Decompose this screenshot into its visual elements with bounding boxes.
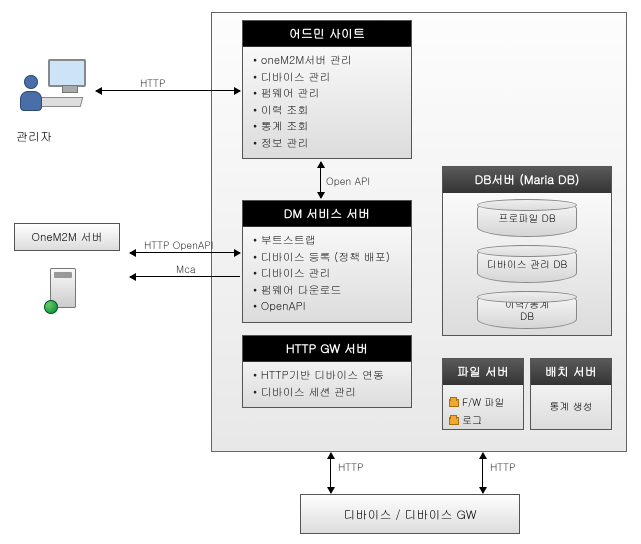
folder-icon [449,399,459,407]
edge-label-openapi: Open API [326,174,370,188]
device-box-label: 디바이스 / 디바이스 GW [344,506,477,523]
folder-icon [449,417,459,425]
batch-server-header: 배치 서버 [531,359,611,385]
edge-http-bottom-1 [330,453,331,493]
list-item: 부트스트랩 [253,233,401,250]
batch-server-box: 배치 서버 통계 생성 [530,358,612,430]
edge-mca [130,276,240,277]
edge-label-mca: Mca [176,262,195,276]
edge-http-bottom-2 [482,453,483,493]
db-cylinder-device: 디바이스 관리 DB [477,245,577,283]
db-label: 이력/통계 DB [505,298,549,322]
list-item: HTTP기반 디바이스 연동 [253,368,401,385]
file-item-label: 로그 [462,413,482,427]
globe-icon [44,300,58,314]
edge-http-openapi [130,252,240,253]
onem2m-server-box: OneM2M 서버 [14,223,120,251]
edge-openapi [320,162,321,198]
edge-admin-http [96,90,240,91]
file-item: 로그 [449,411,517,429]
db-label: 디바이스 관리 DB [487,258,568,270]
http-gw-box: HTTP GW 서버 HTTP기반 디바이스 연동 디바이스 세션 관리 [242,335,412,408]
db-cylinder-history: 이력/통계 DB [477,291,577,329]
list-item: 펌웨어 다운로드 [253,283,401,300]
file-item: F/W 파일 [449,393,517,411]
edge-label-http2: HTTP [490,460,515,474]
dm-server-list: 부트스트랩 디바이스 등록 (정책 배포) 디바이스 관리 펌웨어 다운로드 O… [243,227,411,322]
admin-icon [20,55,92,125]
edge-label-http-openapi: HTTP OpenAPI [144,238,213,252]
http-gw-header: HTTP GW 서버 [243,336,411,362]
monitor-icon [48,59,86,87]
list-item: 이력 조회 [253,103,401,120]
batch-item-label: 통계 생성 [531,385,611,427]
file-server-header: 파일 서버 [443,359,523,385]
admin-site-header: 어드민 사이트 [243,21,411,47]
list-item: oneM2M서버 관리 [253,53,401,70]
admin-label: 관리자 [16,128,52,145]
list-item: 디바이스 관리 [253,266,401,283]
dm-server-box: DM 서비스 서버 부트스트랩 디바이스 등록 (정책 배포) 디바이스 관리 … [242,200,412,323]
db-label: 프로파일 DB [498,212,555,224]
edge-label-http1: HTTP [338,460,363,474]
list-item: 통계 조회 [253,119,401,136]
device-box: 디바이스 / 디바이스 GW [300,494,520,534]
server-icon [50,268,82,308]
db-cylinder-profile: 프로파일 DB [477,199,577,237]
http-gw-list: HTTP기반 디바이스 연동 디바이스 세션 관리 [243,362,411,407]
edge-label-http: HTTP [140,76,165,90]
file-server-list: F/W 파일 로그 [443,385,523,437]
file-item-label: F/W 파일 [462,395,504,409]
list-item: 디바이스 관리 [253,70,401,87]
onem2m-label: OneM2M 서버 [32,230,103,245]
dm-server-header: DM 서비스 서버 [243,201,411,227]
list-item: 디바이스 등록 (정책 배포) [253,250,401,267]
admin-site-list: oneM2M서버 관리 디바이스 관리 펌웨어 관리 이력 조회 통계 조회 정… [243,47,411,158]
list-item: 정보 관리 [253,136,401,153]
list-item: 디바이스 세션 관리 [253,385,401,402]
db-server-header: DB서버 (Maria DB) [443,167,611,193]
file-server-box: 파일 서버 F/W 파일 로그 [442,358,524,430]
db-server-box: DB서버 (Maria DB) 프로파일 DB 디바이스 관리 DB 이력/통계… [442,166,612,336]
list-item: OpenAPI [253,299,401,316]
admin-site-box: 어드민 사이트 oneM2M서버 관리 디바이스 관리 펌웨어 관리 이력 조회… [242,20,412,159]
keyboard-icon [39,97,84,107]
person-icon [20,75,42,111]
list-item: 펌웨어 관리 [253,86,401,103]
